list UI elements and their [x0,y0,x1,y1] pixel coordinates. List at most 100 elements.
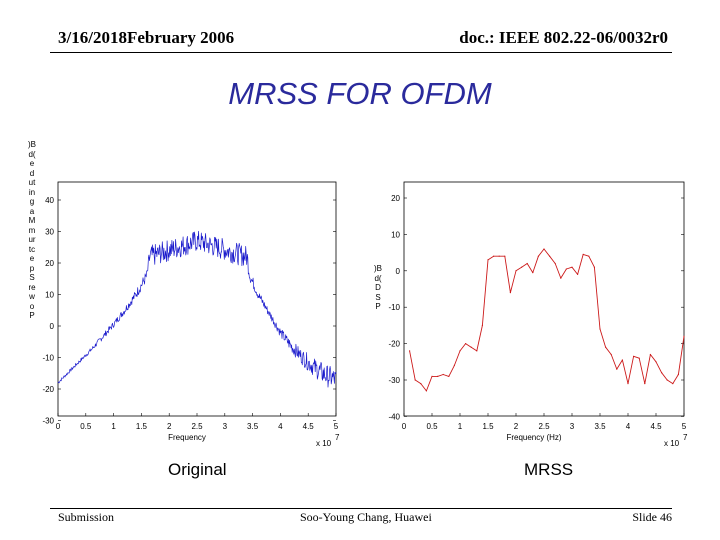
header-doc-id: doc.: IEEE 802.22-06/0032r0 [459,28,668,47]
right-chart-x-multiplier: x 10 [664,439,680,448]
left-chart-xtick-label: 1.5 [136,422,148,431]
right-chart-ytick-label: -20 [388,340,400,349]
left-chart-xtick-label: 5 [334,422,339,431]
right-chart-data-point [504,255,506,257]
right-chart-data-point [509,292,511,294]
right-chart-ytick-label: 20 [391,194,400,203]
caption-mrss: MRSS [524,460,574,479]
right-chart-xtick-label: 2 [514,422,519,431]
right-chart-data-point [588,255,590,257]
right-chart-data-point [649,353,652,356]
right-chart-data-point [437,375,439,377]
left-chart-xtick-label: 2.5 [191,422,203,431]
right-chart-data-point [515,270,517,272]
slide-title: MRSS FOR OFDM [228,76,492,111]
footer-submission: Submission [58,510,115,524]
right-chart-data-point [577,273,579,275]
left-chart-ytick-label: 40 [45,196,54,205]
right-chart-xtick-label: 4 [626,422,631,431]
right-chart-data-point [655,361,657,363]
left-chart-xtick-label: 3 [223,422,228,431]
left-chart-xtick-label: 0.5 [80,422,92,431]
right-chart-data-point [409,350,411,352]
left-chart-y-axis-label: )Bd( edutingaM murtcepS rewoP [28,140,36,320]
right-chart-data-point [633,355,635,357]
right-chart-data-point [666,379,668,381]
right-chart-data-point [565,268,568,270]
right-chart-x-multiplier-exponent: 7 [683,433,688,442]
right-chart-data-point [644,383,646,385]
right-chart-y-axis-label: )Bd( DSP [374,264,382,311]
left-chart-ytick-label: -20 [42,385,54,394]
right-chart-data-point [599,328,601,330]
left-chart-x-multiplier-exponent: 7 [335,433,340,442]
right-chart-data-point [493,255,495,257]
right-chart-data-point [532,272,534,274]
right-chart-data-point [661,372,663,374]
right-chart-data-point [431,375,433,377]
left-chart-xtick-label: 4.5 [303,422,315,431]
left-chart-xtick-label: 0 [56,422,61,431]
left-chart-ytick-label: 10 [45,291,54,300]
right-chart-xtick-label: 0.5 [426,422,438,431]
right-chart-data-point [487,259,489,261]
left-chart-series-line [57,230,337,388]
left-chart-ytick-label: 30 [45,228,54,237]
left-chart-x-axis-label: Frequency [168,433,206,442]
left-chart-ytick-label: 20 [45,259,54,268]
right-chart-data-point [476,350,478,352]
left-chart-ytick-label: 0 [50,322,55,331]
left-chart-xtick-label: 3.5 [247,422,259,431]
right-chart-data-point [465,343,467,345]
right-chart-ytick-label: -30 [388,376,400,385]
right-chart-data-point [521,266,523,268]
right-chart-data-point [560,277,562,279]
right-chart-data-point [621,359,624,361]
left-chart-x-multiplier: x 10 [316,439,332,448]
right-chart-data-point [593,266,596,268]
right-chart-data-point [582,253,584,255]
left-chart-frame [57,181,337,417]
right-chart-series-line [409,248,685,392]
right-chart-data-point [481,324,483,326]
right-chart-frame [403,181,685,417]
right-chart-data-point [672,383,674,385]
right-chart-data-point [605,346,607,348]
right-chart-data-point [683,335,685,337]
right-chart-x-axis-label: Frequency (Hz) [506,433,561,442]
left-chart-xtick-label: 1 [111,422,116,431]
footer-author: Soo-Young Chang, Huawei [300,510,432,524]
right-chart-ytick-label: -40 [388,412,400,421]
right-chart-data-point [543,248,545,250]
right-chart-data-point [610,353,612,356]
right-chart-data-point [638,357,640,359]
right-chart-xtick-label: 1.5 [482,422,494,431]
right-chart-data-point [453,364,455,366]
right-chart-xtick-label: 3.5 [594,422,606,431]
right-chart-xtick-label: 3 [570,422,575,431]
right-chart-data-point [526,262,528,265]
right-chart-data-point [537,255,540,257]
header-divider [50,52,672,53]
left-chart-ytick-label: -10 [42,354,54,363]
right-chart-data-point [627,383,629,385]
header-date-left: 3/16/2018February 2006 [58,28,235,47]
right-chart-data-point [677,373,680,376]
right-chart-data-point [448,375,450,377]
right-chart-ytick-label: -10 [388,303,400,312]
left-chart-xtick-label: 4 [278,422,283,431]
right-chart-data-point [459,350,461,352]
left-chart-xtick-label: 2 [167,422,172,431]
left-chart-ytick-label: -30 [42,417,54,426]
right-chart-xtick-label: 2.5 [538,422,550,431]
right-chart-data-point [442,373,444,376]
right-chart-data-point [498,255,500,257]
right-chart-data-point [571,266,573,268]
right-chart-data-point [616,368,618,370]
footer-divider [50,508,672,509]
right-chart-data-point [470,346,472,348]
right-chart-ytick-label: 0 [396,267,401,276]
right-chart-ytick-label: 10 [391,230,400,239]
right-chart-data-point [420,383,422,385]
